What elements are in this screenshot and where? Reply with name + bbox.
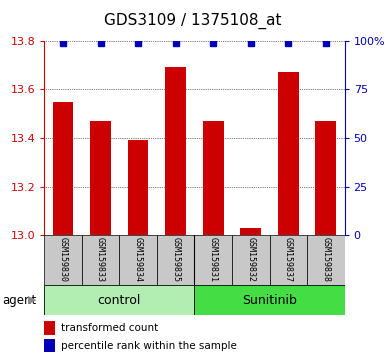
Bar	[90, 121, 111, 235]
Bar	[44, 321, 55, 335]
Bar	[44, 285, 194, 315]
Bar	[194, 235, 232, 285]
Text: ▶: ▶	[28, 295, 36, 305]
Text: agent: agent	[2, 293, 36, 307]
Text: GSM159837: GSM159837	[284, 237, 293, 282]
Bar	[203, 121, 224, 235]
Text: GDS3109 / 1375108_at: GDS3109 / 1375108_at	[104, 12, 281, 29]
Bar	[307, 235, 345, 285]
Bar	[53, 102, 74, 235]
Bar	[44, 339, 55, 352]
Text: GSM159838: GSM159838	[321, 237, 330, 282]
Text: transformed count: transformed count	[61, 323, 158, 333]
Bar	[119, 235, 157, 285]
Text: GSM159833: GSM159833	[96, 237, 105, 282]
Bar	[315, 121, 336, 235]
Text: control: control	[98, 293, 141, 307]
Text: percentile rank within the sample: percentile rank within the sample	[61, 341, 237, 350]
Bar	[194, 285, 345, 315]
Bar	[157, 235, 194, 285]
Bar	[240, 228, 261, 235]
Bar	[82, 235, 119, 285]
Bar	[232, 235, 270, 285]
Text: GSM159831: GSM159831	[209, 237, 218, 282]
Text: GSM159835: GSM159835	[171, 237, 180, 282]
Bar	[270, 235, 307, 285]
Text: GSM159834: GSM159834	[134, 237, 142, 282]
Bar	[128, 141, 149, 235]
Bar	[165, 68, 186, 235]
Text: Sunitinib: Sunitinib	[242, 293, 297, 307]
Text: GSM159832: GSM159832	[246, 237, 255, 282]
Text: GSM159830: GSM159830	[59, 237, 67, 282]
Bar	[278, 72, 299, 235]
Bar	[44, 235, 82, 285]
